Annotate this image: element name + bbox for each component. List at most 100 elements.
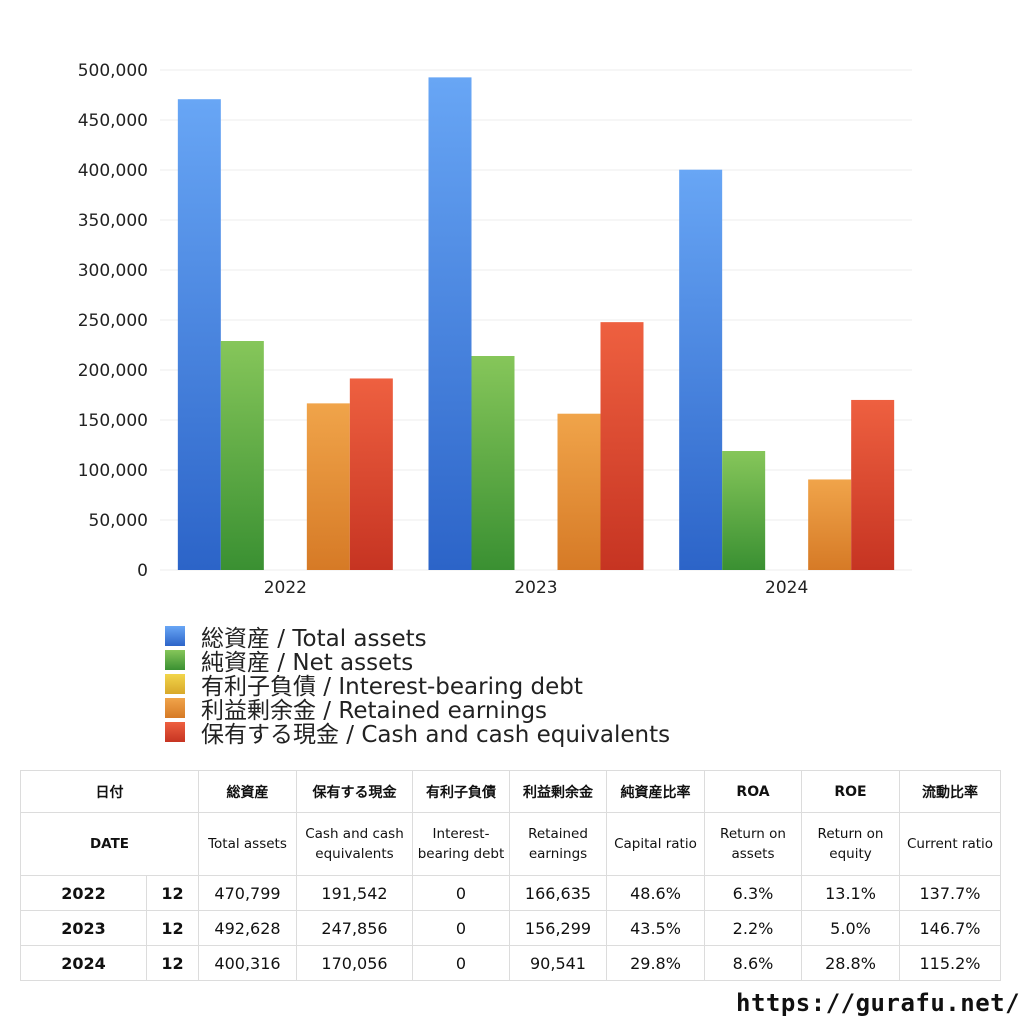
- header-date-jp: 日付: [20, 770, 199, 813]
- legend-label: 純資産 / Net assets: [201, 650, 414, 676]
- header-current-ratio-en: Current ratio: [899, 812, 1001, 876]
- bar-2024-series-3: [808, 479, 852, 570]
- legend-swatch: [165, 722, 185, 742]
- bar-2023-series-0: [428, 77, 472, 570]
- table-header-jp: 日付 総資産 保有する現金 有利子負債 利益剰余金 純資産比率 ROA ROE …: [20, 770, 1001, 813]
- cell-capital-ratio: 29.8%: [606, 945, 705, 981]
- legend-swatch: [165, 650, 185, 670]
- y-tick-label: 500,000: [78, 61, 148, 81]
- legend-label: 利益剰余金 / Retained earnings: [201, 698, 548, 724]
- cell-total-assets: 470,799: [198, 875, 297, 911]
- y-axis-ticks: 0 50,000 100,000 150,000 200,000 250,000 300,0…: [78, 61, 148, 581]
- y-tick-label: 250,000: [78, 311, 148, 331]
- chart-legend: 総資産 / Total assets 純資産 / Net assets 有利子負…: [165, 624, 670, 748]
- cell-cash: 247,856: [296, 910, 413, 946]
- cell-roe: 13.1%: [801, 875, 900, 911]
- cell-total-assets: 400,316: [198, 945, 297, 981]
- financial-table: 日付 総資産 保有する現金 有利子負債 利益剰余金 純資産比率 ROA ROE …: [20, 770, 1001, 981]
- bar-2022-series-3: [306, 403, 350, 570]
- legend-item-retained-earnings: 利益剰余金 / Retained earnings: [165, 696, 670, 724]
- bar-2024-series-4: [851, 399, 895, 570]
- legend-item-interest-bearing-debt: 有利子負債 / Interest-bearing debt: [165, 672, 670, 700]
- legend-swatch: [165, 698, 185, 718]
- cell-cash: 170,056: [296, 945, 413, 981]
- legend-label: 総資産 / Total assets: [201, 626, 427, 652]
- y-tick-label: 350,000: [78, 211, 148, 231]
- header-cash-jp: 保有する現金: [296, 770, 413, 813]
- row-month: 12: [146, 945, 199, 981]
- y-tick-label: 100,000: [78, 461, 148, 481]
- y-tick-label: 300,000: [78, 261, 148, 281]
- row-month: 12: [146, 910, 199, 946]
- header-roa: ROA: [704, 770, 802, 813]
- cell-retained: 156,299: [509, 910, 607, 946]
- cell-current-ratio: 137.7%: [899, 875, 1001, 911]
- header-roe-en: Return on equity: [801, 812, 900, 876]
- header-date-en: DATE: [20, 812, 199, 876]
- y-tick-label: 50,000: [89, 511, 148, 531]
- bar-2023-series-1: [471, 356, 515, 570]
- y-tick-label: 400,000: [78, 161, 148, 181]
- row-year: 2024: [20, 945, 147, 981]
- cell-capital-ratio: 48.6%: [606, 875, 705, 911]
- bar-2024-series-0: [679, 169, 723, 570]
- y-tick-label: 150,000: [78, 411, 148, 431]
- header-current-ratio-jp: 流動比率: [899, 770, 1001, 813]
- bar-2023-series-4: [600, 322, 644, 570]
- bar-chart: 0 50,000 100,000 150,000 200,000 250,000 300,0…: [78, 61, 912, 598]
- header-total-assets-en: Total assets: [198, 812, 297, 876]
- legend-swatch: [165, 674, 185, 694]
- legend-swatch: [165, 626, 185, 646]
- cell-total-assets: 492,628: [198, 910, 297, 946]
- legend-item-cash: 保有する現金 / Cash and cash equivalents: [165, 720, 670, 748]
- site-url[interactable]: https://gurafu.net/: [736, 989, 1021, 1017]
- table-header-en: DATE Total assets Cash and cash equivale…: [20, 812, 1001, 876]
- legend-label: 保有する現金 / Cash and cash equivalents: [201, 722, 671, 748]
- table-row: 2024 12 400,316 170,056 0 90,541 29.8% 8…: [20, 945, 1001, 981]
- cell-debt: 0: [412, 945, 510, 981]
- table-row: 2022 12 470,799 191,542 0 166,635 48.6% …: [20, 875, 1001, 911]
- x-axis-ticks: 2022 2023 2024: [264, 578, 809, 598]
- row-year: 2022: [20, 875, 147, 911]
- cell-roa: 8.6%: [704, 945, 802, 981]
- header-retained-en: Retained earnings: [509, 812, 607, 876]
- cell-debt: 0: [412, 910, 510, 946]
- header-debt-jp: 有利子負債: [412, 770, 510, 813]
- bar-2022-series-1: [220, 341, 264, 570]
- legend-item-net-assets: 純資産 / Net assets: [165, 648, 670, 676]
- y-tick-label: 200,000: [78, 361, 148, 381]
- bars: [177, 77, 895, 571]
- x-tick-label: 2023: [514, 578, 557, 598]
- table-row: 2023 12 492,628 247,856 0 156,299 43.5% …: [20, 910, 1001, 946]
- bar-2023-series-3: [557, 413, 601, 570]
- row-year: 2023: [20, 910, 147, 946]
- y-tick-label: 0: [137, 561, 148, 581]
- header-roe: ROE: [801, 770, 900, 813]
- cell-roa: 2.2%: [704, 910, 802, 946]
- x-tick-label: 2024: [765, 578, 808, 598]
- cell-roe: 28.8%: [801, 945, 900, 981]
- header-debt-en: Interest-bearing debt: [412, 812, 510, 876]
- cell-retained: 90,541: [509, 945, 607, 981]
- header-capital-ratio-en: Capital ratio: [606, 812, 705, 876]
- cell-roe: 5.0%: [801, 910, 900, 946]
- header-retained-jp: 利益剰余金: [509, 770, 607, 813]
- bar-2024-series-1: [722, 451, 766, 570]
- header-total-assets-jp: 総資産: [198, 770, 297, 813]
- header-cash-en: Cash and cash equivalents: [296, 812, 413, 876]
- legend-label: 有利子負債 / Interest-bearing debt: [201, 674, 583, 700]
- header-roa-en: Return on assets: [704, 812, 802, 876]
- cell-debt: 0: [412, 875, 510, 911]
- x-tick-label: 2022: [264, 578, 307, 598]
- cell-current-ratio: 146.7%: [899, 910, 1001, 946]
- cell-current-ratio: 115.2%: [899, 945, 1001, 981]
- y-tick-label: 450,000: [78, 111, 148, 131]
- cell-retained: 166,635: [509, 875, 607, 911]
- bar-2022-series-0: [177, 99, 221, 571]
- gridlines: [160, 69, 912, 571]
- legend-item-total-assets: 総資産 / Total assets: [165, 624, 670, 652]
- bar-2022-series-4: [349, 378, 393, 570]
- cell-capital-ratio: 43.5%: [606, 910, 705, 946]
- row-month: 12: [146, 875, 199, 911]
- cell-roa: 6.3%: [704, 875, 802, 911]
